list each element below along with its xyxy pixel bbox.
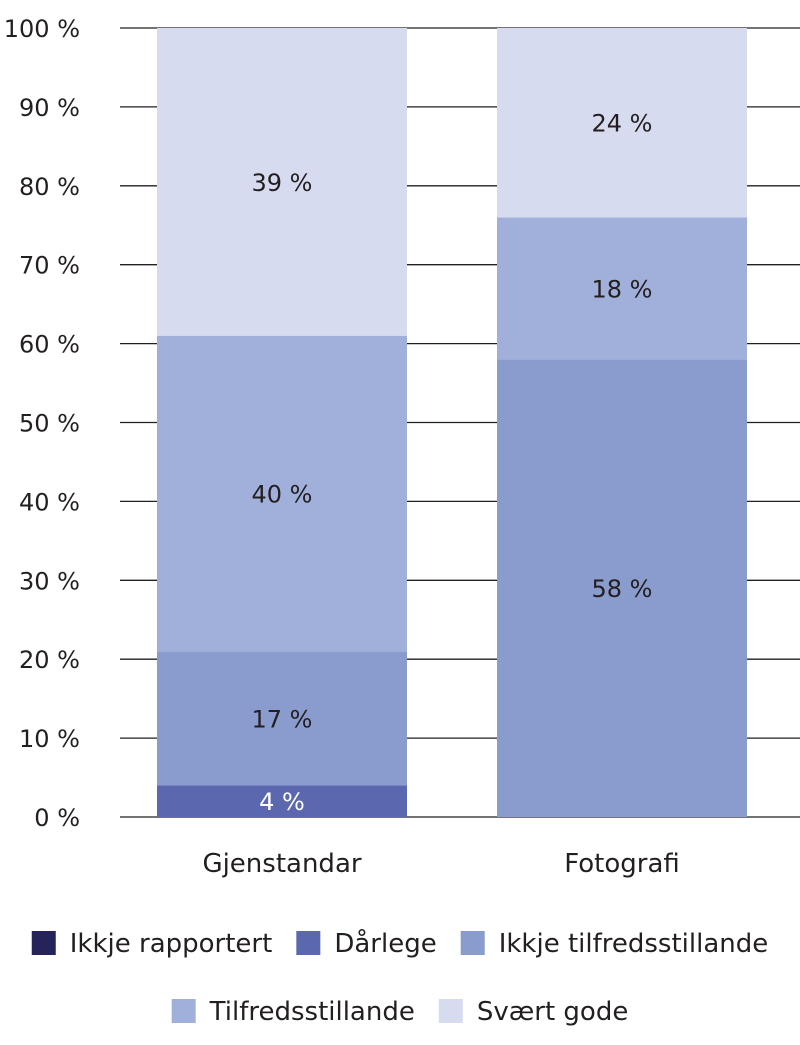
bar-segment bbox=[497, 359, 747, 817]
legend-label: Dårlege bbox=[334, 928, 436, 959]
legend-item: Ikkje rapportert bbox=[31, 929, 273, 959]
y-tick-label: 40 % bbox=[19, 488, 80, 516]
legend: Ikkje rapportert Dårlege Ikkje tilfredssti… bbox=[31, 928, 769, 1027]
value-label: 4 % bbox=[259, 788, 305, 816]
value-label: 58 % bbox=[592, 575, 653, 603]
y-tick-label: 70 % bbox=[19, 252, 80, 280]
y-tick-label: 60 % bbox=[19, 331, 80, 359]
legend-label: Tilfredsstillande bbox=[209, 997, 415, 1027]
bar-segment bbox=[497, 28, 747, 218]
y-axis-tick-labels: 0 % 10 % 20 % 30 % 40 % 50 % 60 % 70 % 80 % 90 % 1… bbox=[4, 15, 80, 832]
bar-segment bbox=[157, 28, 407, 336]
legend-item: Ikkje tilfredsstillande bbox=[460, 929, 769, 959]
category-label: Gjenstandar bbox=[202, 849, 361, 879]
legend-item: Svært gode bbox=[438, 997, 628, 1027]
y-tick-label: 90 % bbox=[19, 94, 80, 122]
bar-segment bbox=[157, 651, 407, 786]
legend-item: Dårlege bbox=[296, 928, 437, 959]
y-tick-label: 50 % bbox=[19, 410, 80, 438]
category-labels: Gjenstandar Fotografi bbox=[202, 849, 679, 879]
legend-swatch bbox=[31, 931, 56, 955]
value-label: 24 % bbox=[592, 110, 653, 138]
category-label: Fotografi bbox=[564, 849, 680, 879]
legend-label: Svært gode bbox=[477, 997, 628, 1027]
legend-label: Ikkje rapportert bbox=[70, 929, 273, 959]
value-label: 40 % bbox=[252, 481, 313, 509]
y-tick-label: 80 % bbox=[19, 173, 80, 201]
y-tick-label: 20 % bbox=[19, 646, 80, 674]
y-tick-label: 10 % bbox=[19, 725, 80, 753]
legend-item: Tilfredsstillande bbox=[171, 997, 415, 1027]
y-tick-label: 30 % bbox=[19, 567, 80, 595]
value-label: 17 % bbox=[252, 705, 313, 733]
bar-segment bbox=[157, 335, 407, 652]
value-labels: 4 % 17 % 40 % 39 % 58 % 18 % 24 % bbox=[252, 110, 653, 817]
y-tick-label: 100 % bbox=[4, 15, 80, 43]
legend-swatch bbox=[171, 999, 196, 1023]
legend-swatch bbox=[438, 999, 463, 1023]
bar-segment bbox=[157, 785, 407, 817]
legend-swatch bbox=[296, 931, 321, 955]
value-label: 18 % bbox=[592, 275, 653, 303]
bar-segment bbox=[497, 217, 747, 360]
legend-swatch bbox=[460, 931, 485, 955]
legend-label: Ikkje tilfredsstillande bbox=[499, 929, 769, 959]
y-tick-label: 0 % bbox=[34, 804, 80, 832]
bar-stacks bbox=[157, 28, 747, 817]
value-label: 39 % bbox=[252, 169, 313, 197]
